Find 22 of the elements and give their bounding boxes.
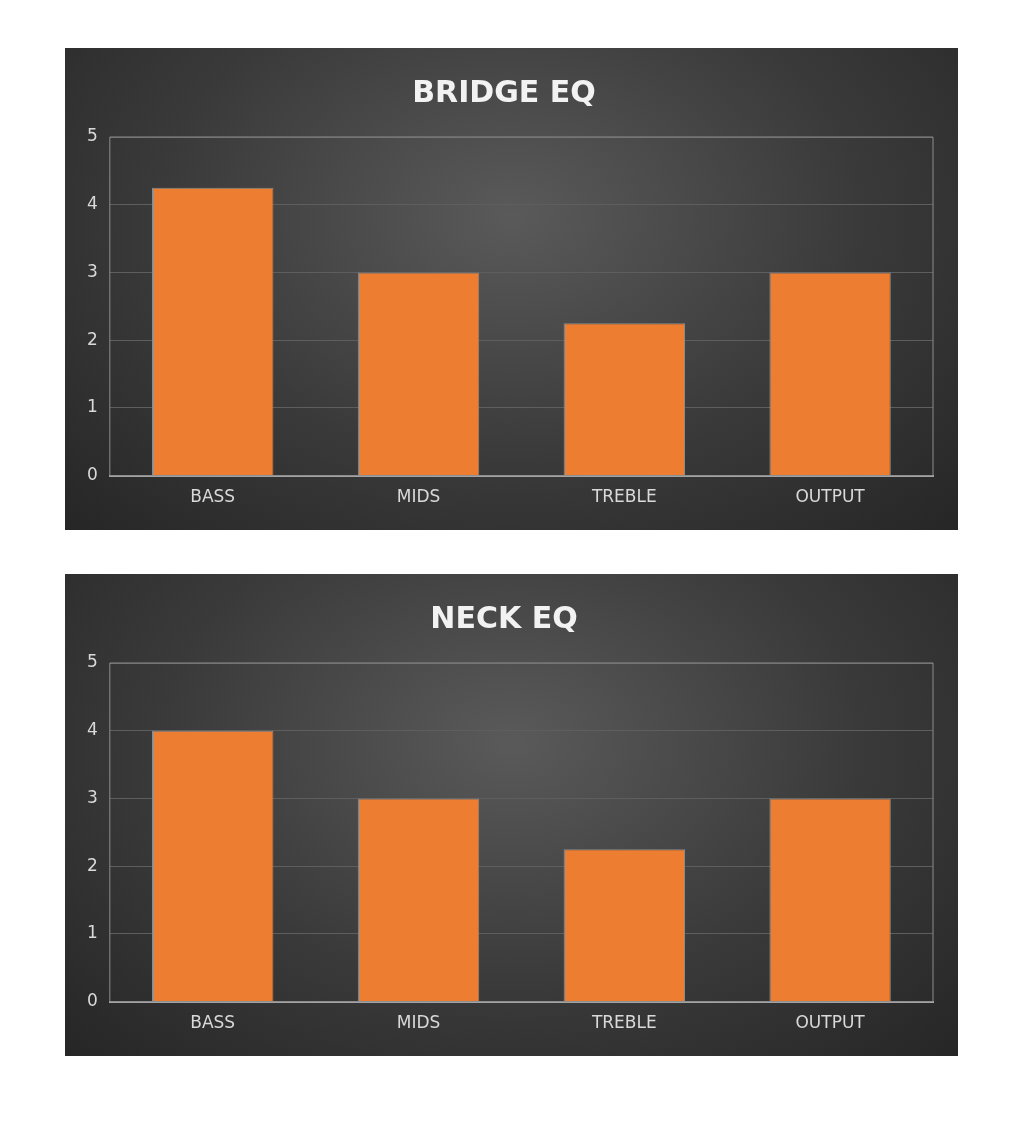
y-tick-label: 4: [86, 719, 98, 740]
y-tick-label: 1: [86, 922, 98, 943]
y-tick-label: 1: [86, 396, 98, 417]
x-tick-label: OUTPUT: [795, 486, 866, 507]
y-tick-label: 4: [86, 193, 98, 214]
x-tick-label: TREBLE: [590, 486, 657, 507]
y-tick-label: 3: [86, 786, 98, 807]
y-tick-label: 5: [86, 125, 98, 146]
y-tick-label: 0: [86, 990, 98, 1011]
y-tick-label: 2: [86, 854, 98, 875]
x-tick-label: MIDS: [396, 486, 441, 507]
y-tick-label: 0: [86, 464, 98, 485]
chart-title: NECK EQ: [430, 599, 578, 635]
y-tick-label: 3: [86, 260, 98, 281]
x-tick-label: MIDS: [396, 1012, 441, 1033]
y-tick-label: 2: [86, 328, 98, 349]
x-tick-label: BASS: [190, 486, 236, 507]
x-tick-label: TREBLE: [590, 1012, 657, 1033]
x-tick-label: BASS: [190, 1012, 236, 1033]
y-tick-label: 5: [86, 651, 98, 672]
x-tick-label: OUTPUT: [795, 1012, 866, 1033]
chart-title: BRIDGE EQ: [412, 73, 596, 109]
